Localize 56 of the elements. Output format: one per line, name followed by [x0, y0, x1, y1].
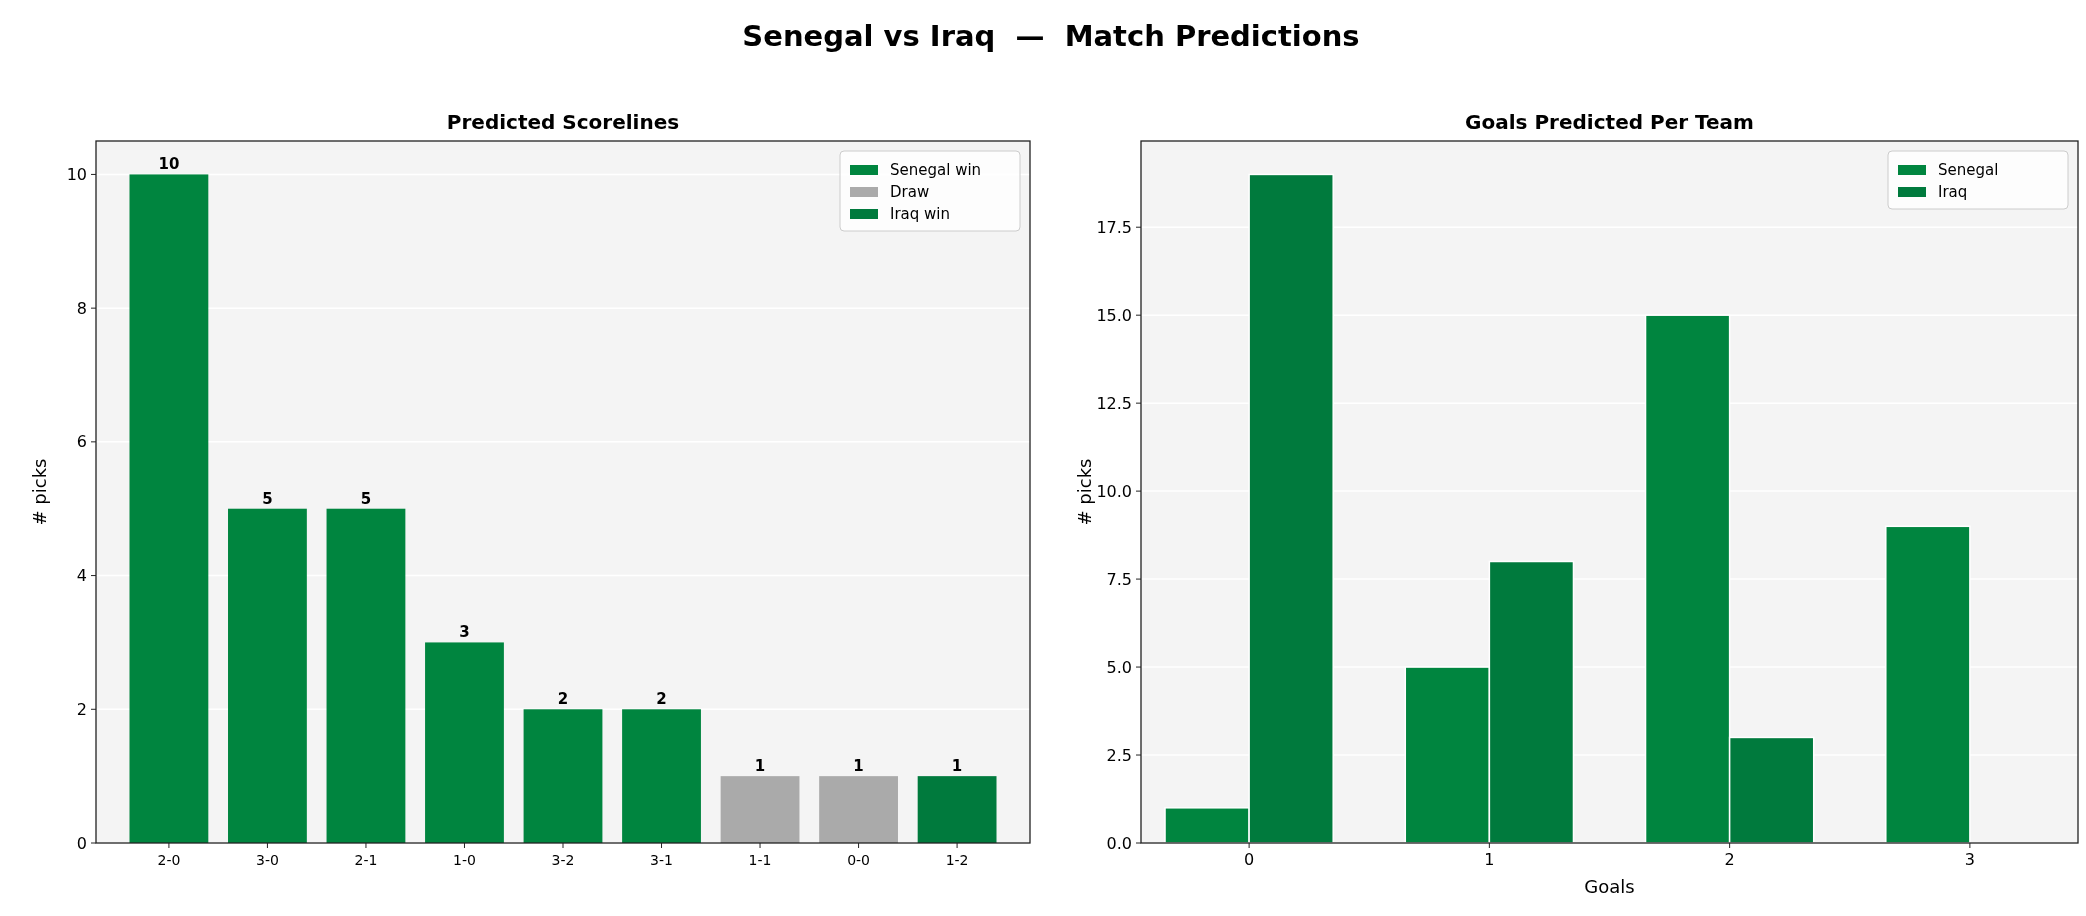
- data-label: 2: [557, 690, 569, 709]
- x-tick-label: 3-0: [255, 852, 279, 868]
- legend-label: Draw: [890, 183, 930, 201]
- y-tick-label: 2.5: [1106, 745, 1132, 765]
- legend-label: Senegal: [1938, 161, 1999, 179]
- y-tick-label: 7.5: [1106, 569, 1132, 589]
- data-label: 5: [262, 489, 273, 508]
- x-tick-label: 1-0: [453, 852, 476, 868]
- chart-title: Goals Predicted Per Team: [1465, 110, 1754, 134]
- legend-label: Iraq: [1938, 183, 1968, 201]
- bar: [326, 508, 406, 843]
- y-tick-label: 6: [76, 432, 87, 452]
- x-tick-label: 3-1: [650, 852, 673, 868]
- bar: [129, 174, 209, 843]
- x-tick-label: 2-1: [354, 852, 378, 868]
- y-tick-label: 0: [76, 833, 87, 853]
- y-axis-title: # picks: [29, 458, 50, 526]
- x-tick-label: 0-0: [847, 852, 871, 868]
- data-label: 5: [360, 489, 372, 508]
- x-axis-title: Goals: [1584, 876, 1635, 897]
- y-tick-label: 8: [76, 298, 87, 318]
- y-tick-label: 4: [76, 566, 87, 586]
- bar: [523, 709, 603, 843]
- chart-title: Predicted Scorelines: [446, 110, 680, 134]
- y-tick-label: 10: [66, 165, 87, 185]
- text: Senegal vs Iraq — Match Predictions: [742, 19, 1360, 53]
- x-tick-label: 1: [1484, 850, 1495, 869]
- data-label: 1: [754, 757, 766, 776]
- x-tick-label: 2: [1724, 850, 1735, 869]
- data-label: 10: [158, 155, 180, 174]
- legend-label: Iraq win: [890, 205, 951, 223]
- bar: [819, 776, 898, 843]
- bar: [720, 776, 800, 843]
- x-tick-label: 3: [1964, 850, 1975, 869]
- y-tick-label: 2: [76, 699, 87, 719]
- x-tick-label: 3-2: [551, 852, 575, 868]
- y-tick-label: 17.5: [1096, 217, 1132, 237]
- legend-label: Senegal win: [890, 161, 982, 179]
- bar: [228, 508, 307, 843]
- x-tick-label: 0: [1244, 850, 1255, 869]
- x-tick-label: 2-0: [157, 852, 181, 868]
- data-label: 1: [951, 757, 963, 776]
- data-label: 1: [853, 757, 864, 776]
- bar: [917, 776, 997, 843]
- y-tick-label: 15.0: [1096, 305, 1132, 325]
- x-tick-label: 1-1: [748, 852, 772, 868]
- y-tick-label: 12.5: [1096, 393, 1132, 413]
- data-label: 2: [656, 690, 667, 709]
- y-tick-label: 10.0: [1096, 481, 1132, 501]
- y-tick-label: 0.0: [1106, 833, 1132, 853]
- x-tick-label: 1-2: [945, 852, 969, 868]
- y-axis-title: # picks: [1074, 458, 1095, 526]
- bar: [622, 709, 701, 843]
- y-tick-label: 5.0: [1106, 657, 1132, 677]
- data-label: 3: [459, 623, 470, 642]
- bar: [425, 642, 504, 843]
